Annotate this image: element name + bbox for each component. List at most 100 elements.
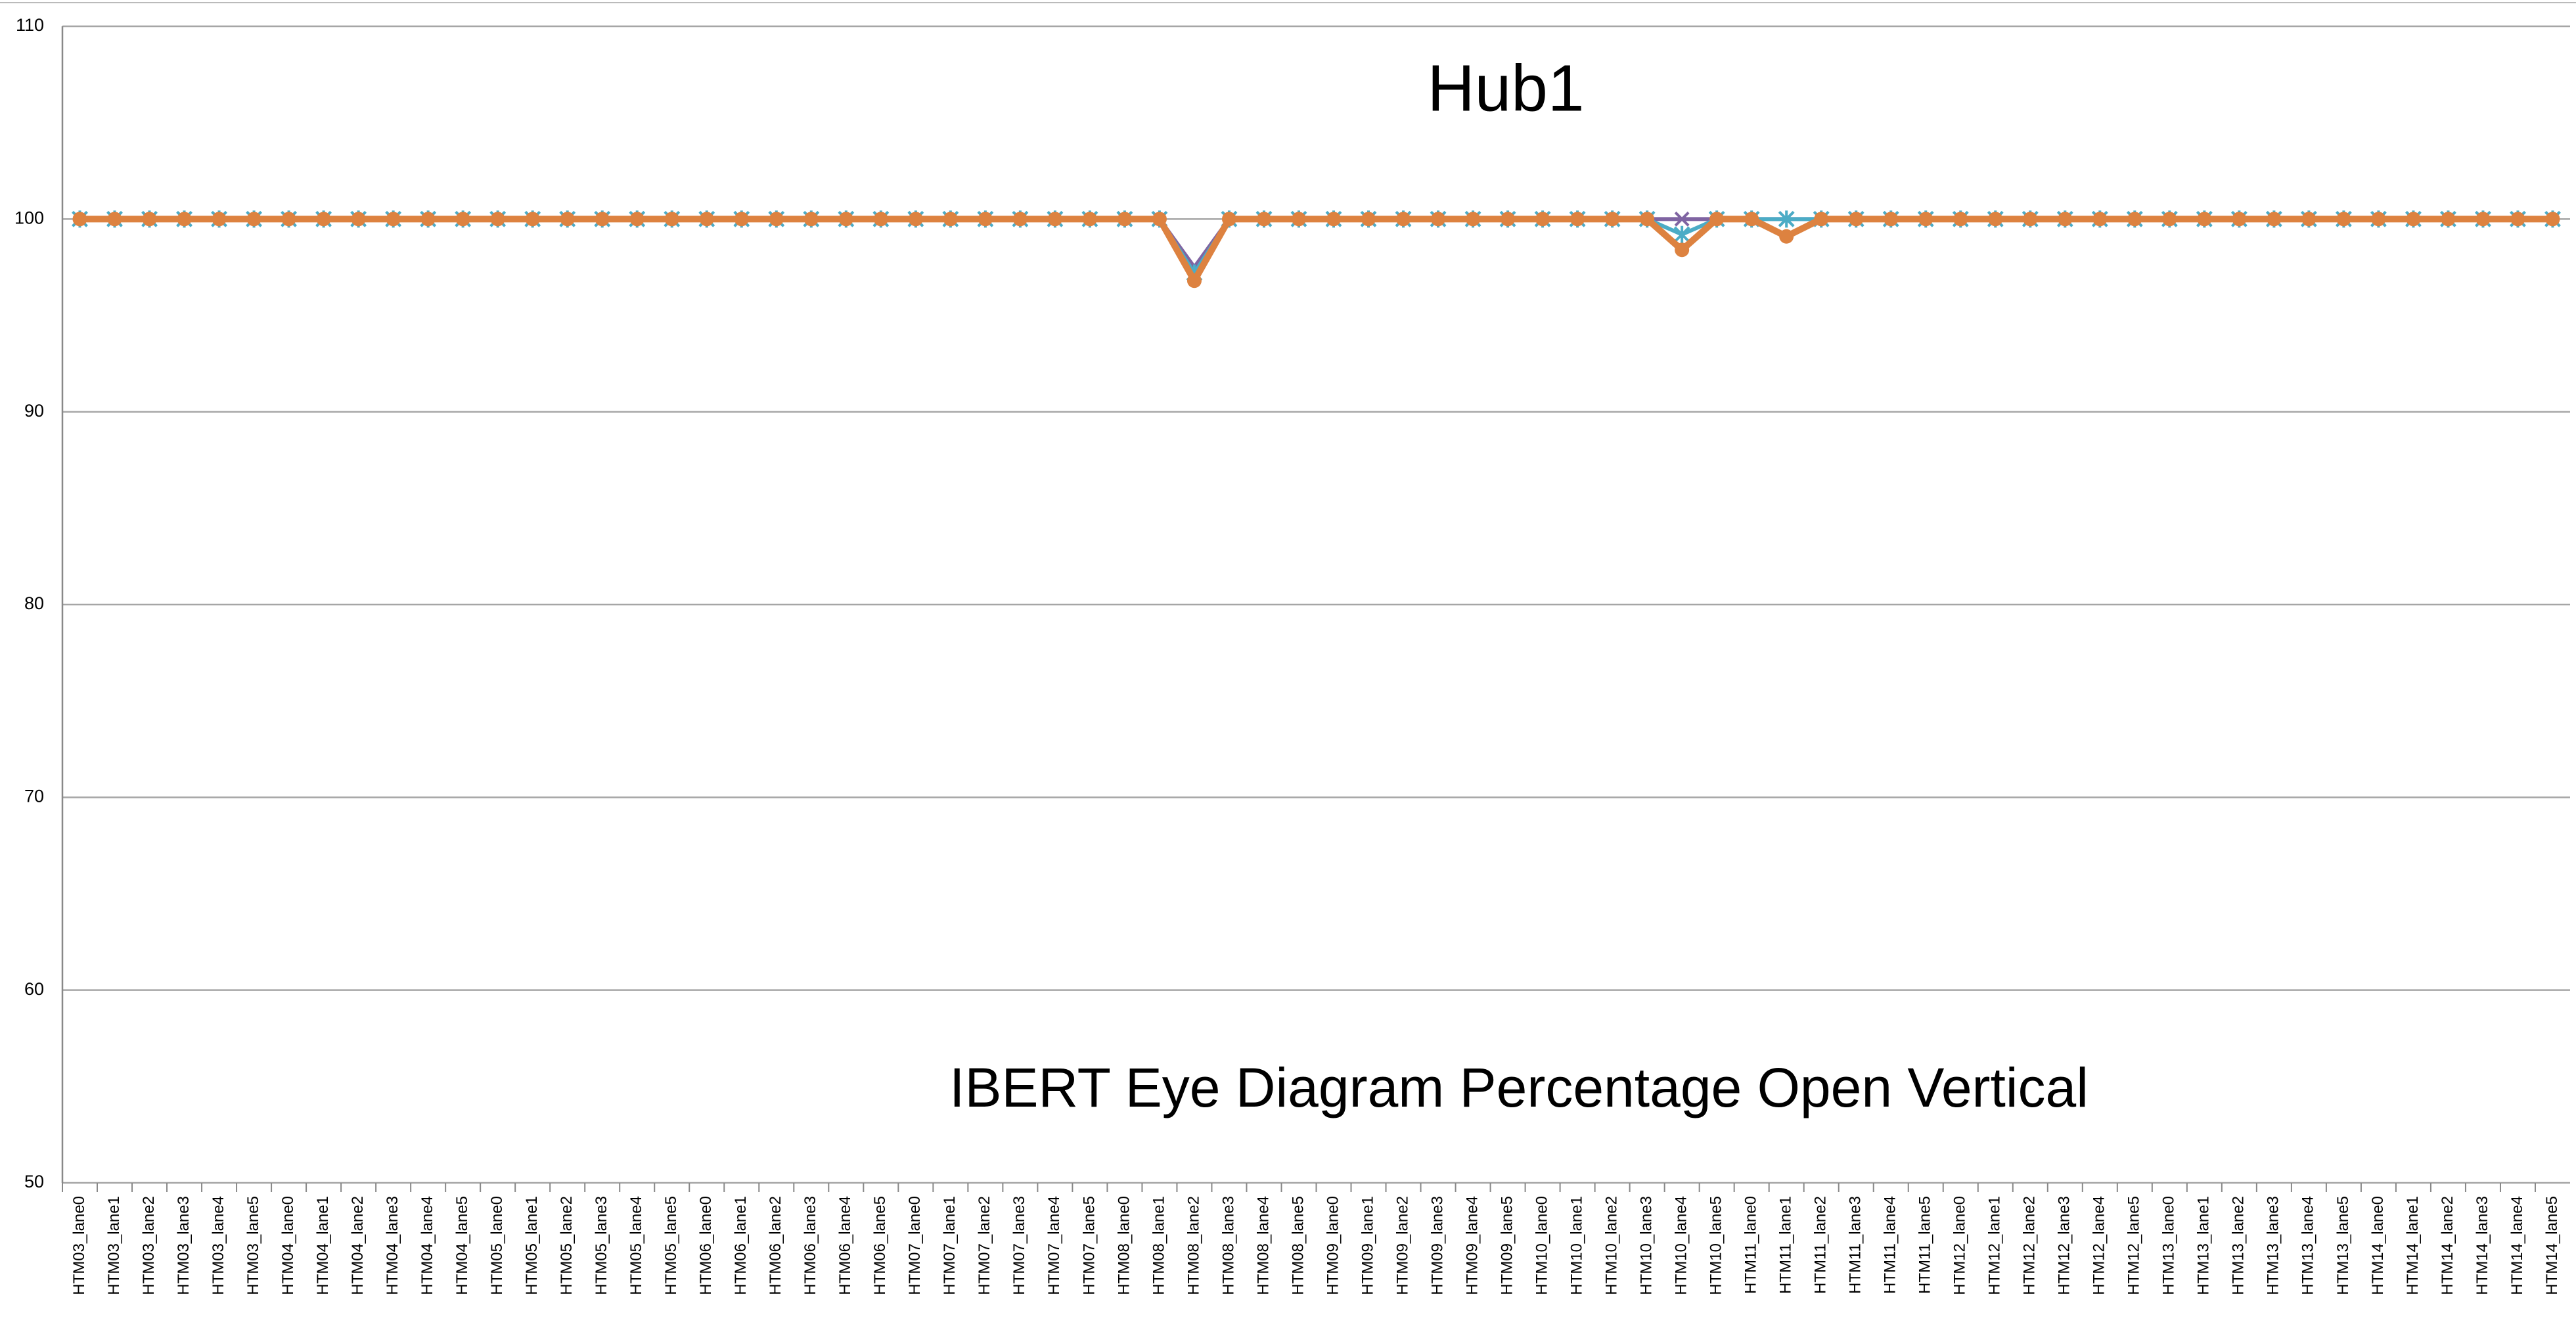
x-tick-label: HTM07_lane3 (1010, 1196, 1028, 1295)
marker (2441, 212, 2456, 227)
x-tick-label: HTM13_lane4 (2299, 1196, 2317, 1295)
x-tick-label: HTM08_lane2 (1185, 1196, 1202, 1295)
marker (1256, 212, 1271, 227)
marker (2475, 212, 2491, 227)
x-tick-label: HTM14_lane2 (2439, 1196, 2456, 1295)
x-tick-label: HTM06_lane4 (836, 1196, 854, 1295)
marker (1953, 212, 1968, 227)
marker (2301, 212, 2316, 227)
x-tick-label: HTM03_lane0 (70, 1196, 88, 1295)
marker (2092, 212, 2108, 227)
y-tick-label: 90 (24, 401, 44, 421)
marker (873, 212, 888, 227)
marker (1779, 229, 1794, 244)
x-tick-label: HTM13_lane1 (2195, 1196, 2213, 1295)
marker (351, 212, 366, 227)
x-tick-label: HTM09_lane3 (1428, 1196, 1446, 1295)
x-tick-label: HTM12_lane5 (2125, 1196, 2143, 1295)
marker (107, 212, 122, 227)
marker (2127, 212, 2142, 227)
x-tick-label: HTM12_lane1 (1986, 1196, 2004, 1295)
x-tick-label: HTM05_lane4 (627, 1196, 645, 1295)
x-tick-label: HTM05_lane0 (488, 1196, 506, 1295)
x-tick-label: HTM13_lane0 (2160, 1196, 2178, 1295)
marker (1186, 273, 1202, 288)
x-tick-label: HTM03_lane3 (175, 1196, 192, 1295)
marker (1431, 212, 1446, 227)
marker (2510, 212, 2525, 227)
x-tick-label: HTM08_lane0 (1115, 1196, 1133, 1295)
y-tick-label: 60 (24, 979, 44, 999)
y-tick-label: 80 (24, 593, 44, 613)
marker (803, 212, 819, 227)
x-tick-label: HTM11_lane2 (1812, 1196, 1830, 1294)
marker (1570, 212, 1585, 227)
x-tick-label: HTM05_lane3 (593, 1196, 610, 1295)
marker (1361, 212, 1376, 227)
x-tick-label: HTM07_lane4 (1045, 1196, 1063, 1295)
marker (943, 212, 958, 227)
marker (1326, 212, 1342, 227)
x-tick-label: HTM14_lane4 (2508, 1196, 2526, 1295)
x-tick-label: HTM09_lane4 (1463, 1196, 1481, 1295)
marker (1535, 212, 1550, 227)
x-tick-label: HTM05_lane5 (662, 1196, 680, 1295)
x-tick-label: HTM07_lane0 (906, 1196, 924, 1295)
marker (455, 212, 470, 227)
series-line (79, 217, 2553, 269)
x-tick-label: HTM10_lane1 (1568, 1196, 1585, 1295)
marker (1466, 212, 1481, 227)
marker (1744, 212, 1759, 227)
x-tick-label: HTM13_lane3 (2265, 1196, 2282, 1295)
marker (2058, 212, 2073, 227)
marker (212, 212, 227, 227)
x-tick-label: HTM04_lane3 (384, 1196, 401, 1295)
marker (560, 212, 575, 227)
marker (1674, 211, 1690, 227)
marker (2162, 212, 2177, 227)
marker (1849, 212, 1864, 227)
x-tick-label: HTM07_lane1 (941, 1196, 959, 1295)
x-tick-label: HTM12_lane3 (2056, 1196, 2073, 1295)
x-tick-label: HTM08_lane1 (1150, 1196, 1167, 1295)
marker (525, 212, 540, 227)
x-tick-label: HTM06_lane2 (767, 1196, 784, 1295)
marker (142, 212, 157, 227)
x-tick-label: HTM06_lane1 (732, 1196, 750, 1295)
x-tick-label: HTM11_lane1 (1777, 1196, 1795, 1294)
x-tick-label: HTM11_lane3 (1847, 1196, 1864, 1294)
marker (2545, 212, 2560, 227)
x-tick-label: HTM09_lane1 (1359, 1196, 1376, 1295)
x-tick-label: HTM05_lane2 (558, 1196, 576, 1295)
marker (1709, 212, 1725, 227)
x-tick-label: HTM04_lane2 (349, 1196, 367, 1295)
x-tick-label: HTM07_lane5 (1080, 1196, 1098, 1295)
marker (2232, 212, 2247, 227)
chart-title: Hub1 (1427, 51, 1584, 125)
x-tick-label: HTM03_lane2 (140, 1196, 158, 1295)
marker (699, 212, 714, 227)
annotation: IBERT Eye Diagram Percentage Open Vertic… (949, 1057, 2089, 1118)
x-tick-label: HTM11_lane0 (1742, 1196, 1760, 1294)
marker (2371, 212, 2386, 227)
marker (420, 212, 436, 227)
marker (386, 212, 401, 227)
x-tick-label: HTM04_lane0 (279, 1196, 297, 1295)
x-tick-label: HTM08_lane3 (1219, 1196, 1237, 1295)
x-tick-label: HTM06_lane5 (871, 1196, 889, 1295)
marker (908, 212, 923, 227)
x-tick-label: HTM14_lane0 (2369, 1196, 2387, 1295)
marker (1082, 212, 1097, 227)
marker (1396, 212, 1411, 227)
marker (838, 212, 853, 227)
x-tick-label: HTM13_lane5 (2334, 1196, 2352, 1295)
marker (1675, 242, 1690, 258)
x-tick-label: HTM06_lane3 (802, 1196, 819, 1295)
x-tick-label: HTM10_lane0 (1533, 1196, 1550, 1295)
marker (1152, 212, 1167, 227)
x-tick-label: HTM10_lane4 (1672, 1196, 1690, 1295)
marker (769, 212, 784, 227)
marker (281, 212, 296, 227)
marker (2023, 212, 2038, 227)
